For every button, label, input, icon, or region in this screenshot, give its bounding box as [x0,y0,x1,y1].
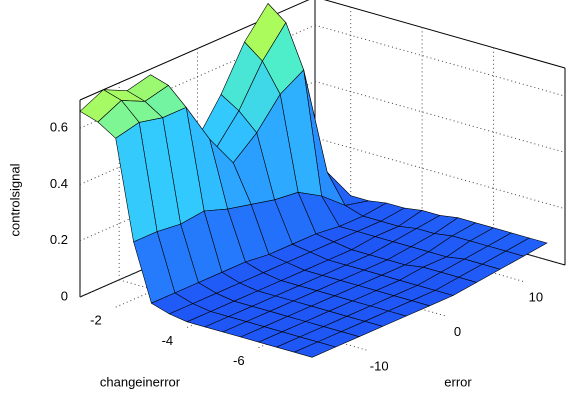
y-axis-label: error [444,374,472,389]
box-edge [323,0,566,69]
x-tick-label: -4 [162,333,174,348]
y-tick-label: -10 [370,358,389,373]
z-tick-label: 0.4 [50,176,68,191]
z-axis-label: controlsignal [7,163,22,236]
y-tick-label: 10 [529,290,543,305]
x-tick-label: -2 [90,313,102,328]
grid-line [314,137,566,210]
z-tick-label: 0 [61,288,68,303]
surface-patch [293,341,336,358]
grid-line [314,80,566,153]
z-tick-label: 0.6 [50,120,68,135]
x-tick-label: -6 [233,353,245,368]
z-tick-label: 0.2 [50,232,68,247]
x-axis-label: changeinerror [100,374,181,389]
grid-line [314,24,566,97]
y-tick-label: 0 [454,324,461,339]
